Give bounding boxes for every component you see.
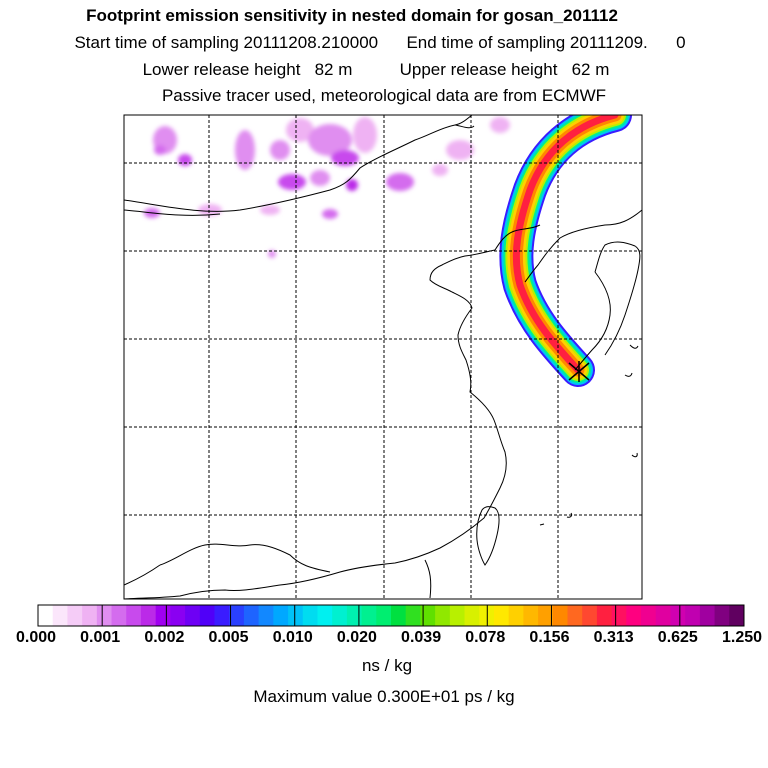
- colorbar-cell: [258, 605, 274, 626]
- colorbar-cell: [582, 605, 598, 626]
- colorbar-cell: [464, 605, 480, 626]
- map-title: Footprint emission sensitivity in nested…: [86, 6, 618, 25]
- colorbar-tick-label: 0.002: [144, 629, 185, 646]
- colorbar-cell: [288, 605, 304, 626]
- colorbar-cell: [199, 605, 215, 626]
- colorbar-tick-label: 0.078: [465, 629, 506, 646]
- colorbar-cell: [523, 605, 539, 626]
- colorbar-tick-label: 0.005: [208, 629, 249, 646]
- colorbar-tick-label: 0.001: [80, 629, 121, 646]
- colorbar-cell: [96, 605, 113, 626]
- colorbar-cell: [670, 605, 686, 626]
- colorbar-cell: [52, 605, 68, 626]
- colorbar-cell: [699, 605, 716, 626]
- colorbar-tick-label: 1.250: [721, 629, 763, 646]
- colorbar-cell: [67, 605, 83, 626]
- colorbar-cell: [214, 605, 230, 626]
- colorbar-cell: [229, 605, 245, 626]
- low-sensitivity-patches: [144, 117, 510, 258]
- colorbar-cell: [185, 605, 201, 626]
- colorbar-cell: [170, 605, 186, 626]
- colorbar-cell: [126, 605, 142, 626]
- colorbar-cell: [508, 605, 524, 626]
- colorbar-cell: [155, 605, 171, 626]
- colorbar-cell: [391, 605, 407, 626]
- coastlines: [124, 115, 642, 599]
- colorbar-cell: [420, 605, 436, 626]
- colorbar-cell: [332, 605, 348, 626]
- graticule: [124, 115, 642, 599]
- colorbar-cell: [493, 605, 510, 626]
- colorbar-cell: [714, 605, 730, 626]
- colorbar-cell: [273, 605, 289, 626]
- colorbar-tick-label: 0.039: [401, 629, 442, 646]
- colorbar-cell: [82, 605, 98, 626]
- colorbar-tick-label: 0.010: [272, 629, 313, 646]
- colorbar-cell: [405, 605, 421, 626]
- colorbar-cell: [596, 605, 613, 626]
- colorbar-cell: [641, 605, 657, 626]
- colorbar-cell: [376, 605, 392, 626]
- colorbar-tick-label: 0.020: [336, 629, 377, 646]
- x-mark-icon: [568, 361, 590, 382]
- maximum-value: Maximum value 0.300E+01 ps / kg: [253, 687, 515, 706]
- colorbar-cell: [111, 605, 127, 626]
- colorbar-cell: [685, 605, 701, 626]
- colorbar-cell: [552, 605, 568, 626]
- colorbar-tick-label: 0.625: [657, 629, 698, 646]
- colorbar-cell: [435, 605, 451, 626]
- release-heights: Lower release height 82 m Upper release …: [142, 60, 610, 79]
- colorbar-unit: ns / kg: [361, 656, 413, 675]
- tracer-info: Passive tracer used, meteorological data…: [161, 86, 607, 105]
- colorbar-cell: [302, 605, 318, 626]
- map-frame: [123, 114, 643, 600]
- colorbar-cell: [140, 605, 157, 626]
- colorbar-tick-label: 0.156: [529, 629, 570, 646]
- colorbar-cell: [626, 605, 642, 626]
- colorbar-cell: [243, 605, 260, 626]
- colorbar-cell: [611, 605, 627, 626]
- colorbar-tick-label: 0.000: [15, 629, 57, 646]
- colorbar-cell: [729, 605, 745, 626]
- colorbar-cell: [346, 605, 363, 626]
- colorbar-cell: [567, 605, 583, 626]
- colorbar-tick-label: 0.313: [593, 629, 634, 646]
- sampling-times: Start time of sampling 20111208.210000 E…: [74, 33, 686, 52]
- colorbar-cell: [317, 605, 333, 626]
- colorbar-cell: [655, 605, 671, 626]
- emission-plume: [499, 115, 632, 387]
- colorbar-cell: [361, 605, 377, 626]
- colorbar-cell: [538, 605, 554, 626]
- colorbar-cell: [38, 605, 54, 626]
- colorbar-cell: [449, 605, 466, 626]
